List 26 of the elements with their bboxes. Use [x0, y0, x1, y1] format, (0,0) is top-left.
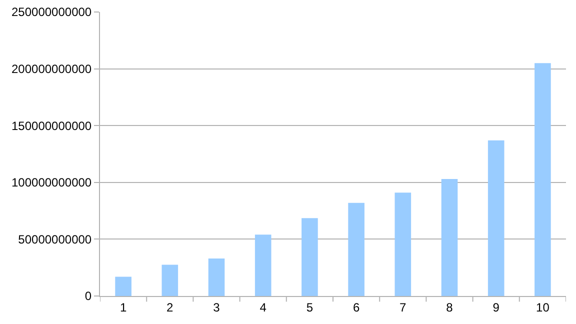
x-tick-label: 8 [446, 300, 454, 314]
x-tick-label: 3 [213, 300, 220, 314]
bar [441, 178, 458, 296]
bar [115, 276, 132, 296]
y-tick-label: 200000000000 [12, 62, 92, 76]
bar [534, 63, 551, 296]
bar [302, 218, 318, 296]
bar [162, 264, 178, 296]
bar [208, 258, 225, 296]
x-tick-label: 7 [400, 300, 407, 314]
y-tick-label: 250000000000 [12, 5, 92, 20]
y-tick-label: 100000000000 [12, 176, 92, 190]
x-tick-label: 9 [492, 300, 500, 314]
x-tick-label: 4 [260, 300, 267, 314]
y-tick-label: 0 [84, 289, 92, 304]
bar [394, 192, 412, 296]
y-tick-label: 150000000000 [12, 118, 92, 133]
bar [254, 234, 272, 296]
x-tick-label: 6 [352, 300, 360, 314]
x-tick-label: 5 [306, 300, 314, 314]
y-tick-label: 50000000000 [18, 232, 92, 246]
x-tick-label: 1 [120, 300, 127, 314]
x-tick-label: 2 [166, 300, 174, 314]
bar [348, 202, 364, 296]
bar [488, 140, 504, 296]
x-tick-label: 10 [536, 300, 550, 314]
